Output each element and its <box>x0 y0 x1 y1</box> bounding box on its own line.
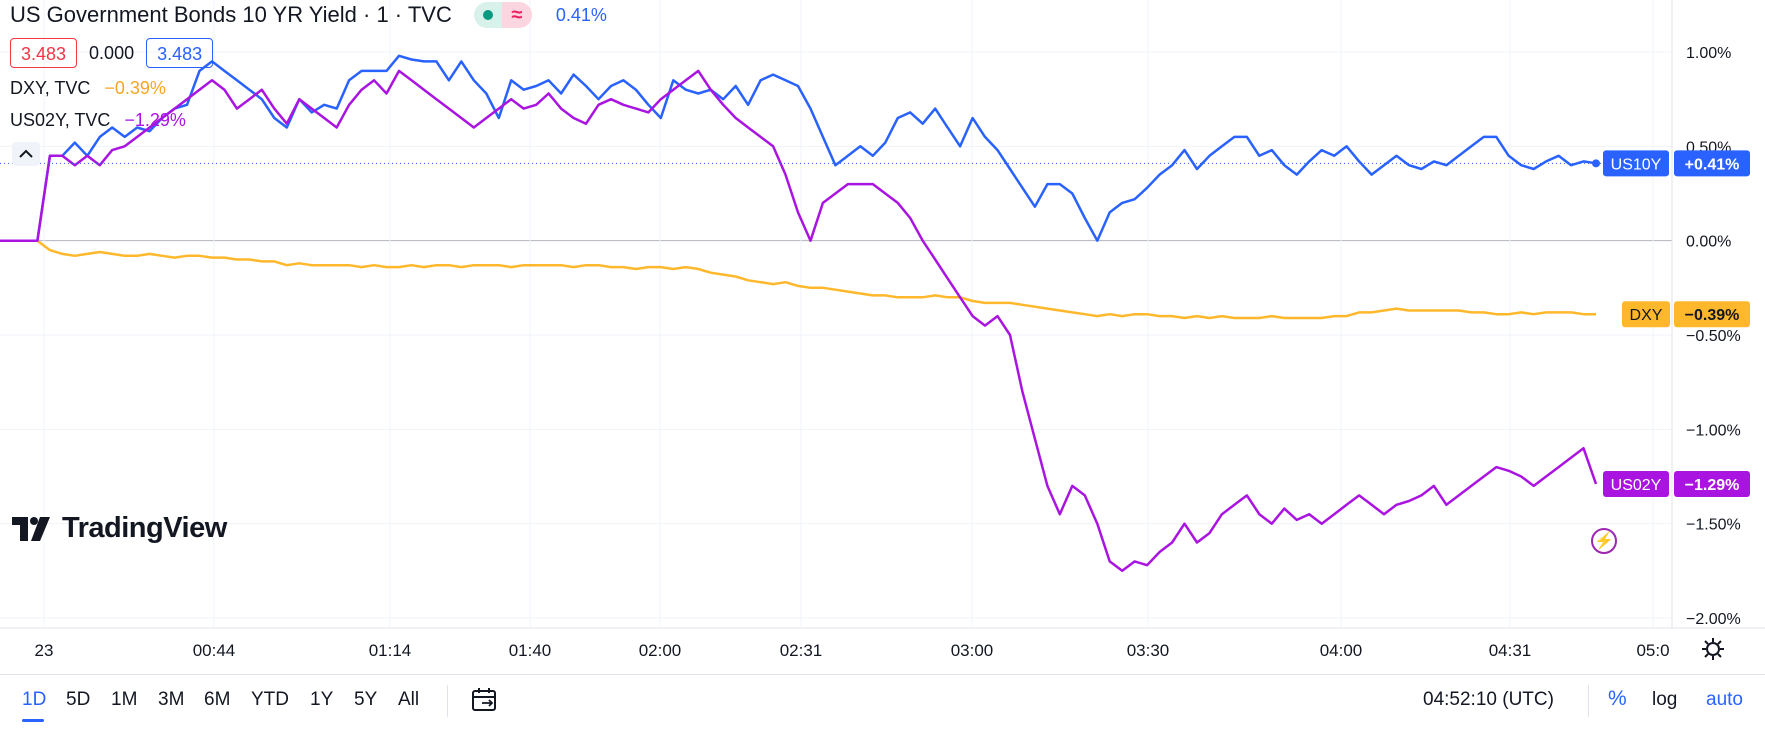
x-tick-label: 03:00 <box>951 641 994 660</box>
y-tick-label: −1.00% <box>1686 422 1741 439</box>
badge-value: −1.29% <box>1685 477 1740 494</box>
symbol-change: 0.41% <box>555 4 607 25</box>
bottom-toolbar: 1D 5D 1M 3M 6M YTD 1Y 5Y All 04:52:10 (U… <box>0 674 1765 730</box>
badge-value: +0.41% <box>1685 156 1740 173</box>
last-price-dot <box>1592 159 1600 168</box>
y-tick-label: −2.00% <box>1686 611 1741 628</box>
range-1y-button[interactable]: 1Y <box>310 689 334 710</box>
buy-button[interactable]: 3.483 <box>146 38 214 68</box>
settings-icon[interactable] <box>1700 636 1726 662</box>
range-ytd-button[interactable]: YTD <box>251 689 289 710</box>
x-tick-label: 05:0 <box>1636 641 1669 660</box>
x-tick-label: 01:40 <box>509 641 552 660</box>
legend-series-us02y[interactable]: US02Y, TVC −1.29% <box>10 110 186 131</box>
tradingview-logo-icon <box>12 516 50 541</box>
range-6m-button[interactable]: 6M <box>204 689 231 710</box>
badge-symbol: DXY <box>1630 307 1663 324</box>
y-tick-label: 1.00% <box>1686 45 1731 62</box>
date-range-icon[interactable] <box>470 687 500 720</box>
x-tick-label: 23 <box>35 641 54 660</box>
spread-value: 0.000 <box>89 43 135 63</box>
y-tick-label: −0.50% <box>1686 328 1741 345</box>
badge-symbol: US10Y <box>1611 156 1662 173</box>
price-badge-dxy: DXY −0.39% <box>1622 301 1750 328</box>
auto-scale-button[interactable]: auto <box>1706 689 1743 710</box>
logo-text: TradingView <box>62 512 227 544</box>
percent-scale-button[interactable]: % <box>1608 687 1627 710</box>
badge-value: −0.39% <box>1685 307 1740 324</box>
range-5d-button[interactable]: 5D <box>66 689 91 710</box>
range-1m-button[interactable]: 1M <box>111 689 138 710</box>
series-label: US02Y, TVC <box>10 110 111 130</box>
price-badge-us02y: US02Y −1.29% <box>1603 471 1750 498</box>
series-value: −0.39% <box>104 78 166 98</box>
price-axis[interactable]: 1.00%0.50%0.00%−0.50%−1.00%−1.50%−2.00% <box>1686 45 1741 628</box>
x-tick-label: 04:00 <box>1320 641 1363 660</box>
market-status[interactable]: ≈ <box>473 2 532 28</box>
range-1d-button[interactable]: 1D <box>22 689 47 710</box>
legend-series-dxy[interactable]: DXY, TVC −0.39% <box>10 78 166 99</box>
x-tick-label: 01:14 <box>369 641 412 660</box>
series-lines <box>0 54 1672 573</box>
market-open-icon <box>473 2 502 28</box>
log-scale-button[interactable]: log <box>1652 689 1678 710</box>
chevron-up-icon <box>19 149 33 158</box>
x-tick-label: 02:00 <box>639 641 682 660</box>
active-range-indicator <box>22 719 44 722</box>
price-badge-us10y: US10Y +0.41% <box>1603 150 1750 177</box>
series-line-dxy <box>0 239 1596 320</box>
x-tick-label: 04:31 <box>1489 641 1532 660</box>
series-value: −1.29% <box>124 110 186 130</box>
toolbar-divider <box>1588 685 1589 717</box>
badge-symbol: US02Y <box>1611 477 1662 494</box>
range-5y-button[interactable]: 5Y <box>354 689 378 710</box>
utc-clock[interactable]: 04:52:10 (UTC) <box>1423 689 1554 710</box>
sell-button[interactable]: 3.483 <box>10 38 78 68</box>
y-tick-label: −1.50% <box>1686 517 1741 534</box>
flash-icon[interactable]: ⚡ <box>1591 528 1617 554</box>
collapse-legend-button[interactable] <box>12 142 40 166</box>
chart-grid <box>0 0 1765 629</box>
x-tick-label: 02:31 <box>780 641 823 660</box>
range-all-button[interactable]: All <box>398 689 420 710</box>
order-buttons: 3.483 0.000 3.483 <box>10 38 214 68</box>
series-label: DXY, TVC <box>10 78 91 98</box>
series-line-us02y <box>0 69 1598 573</box>
x-tick-label: 00:44 <box>193 641 236 660</box>
toolbar-divider <box>447 685 448 717</box>
series-line-us10y <box>0 54 1597 242</box>
time-axis[interactable]: 23 00:44 01:14 01:40 02:00 02:31 03:00 03:30 04:… <box>35 641 1670 660</box>
range-3m-button[interactable]: 3M <box>158 689 185 710</box>
delayed-data-icon: ≈ <box>501 2 532 28</box>
symbol-title[interactable]: US Government Bonds 10 YR Yield · 1 · TV… <box>10 2 452 27</box>
x-tick-label: 03:30 <box>1127 641 1170 660</box>
legend-title-row: US Government Bonds 10 YR Yield · 1 · TV… <box>10 2 607 28</box>
price-badges: US10Y +0.41% DXY −0.39% US02Y −1.29% <box>1603 150 1750 498</box>
tradingview-logo[interactable]: TradingView <box>12 512 227 545</box>
y-tick-label: 0.00% <box>1686 234 1731 251</box>
